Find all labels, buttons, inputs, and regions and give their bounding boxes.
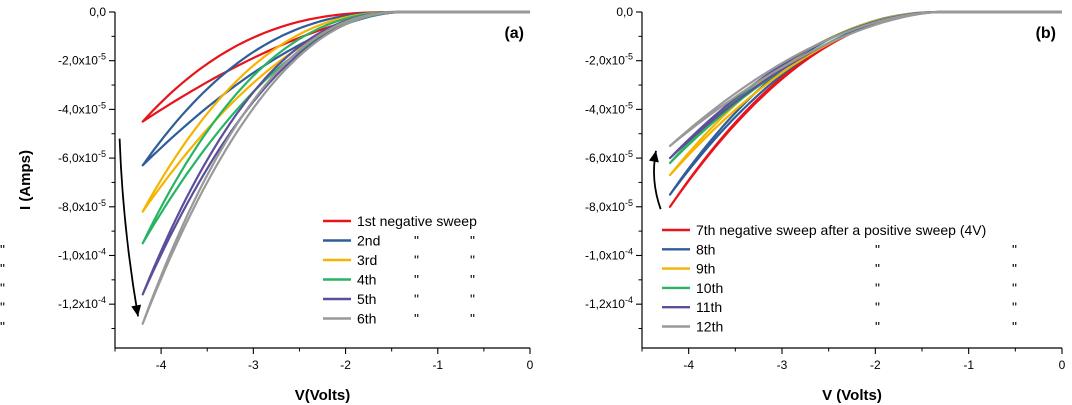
legend: 7th negative sweep after a positive swee… — [0, 222, 1017, 335]
y-axis-title: I (Amps) — [17, 150, 34, 210]
legend-entry-text: 11th — [696, 299, 722, 315]
legend-entry-text: 5th — [357, 291, 376, 307]
legend-entry-text: " — [414, 291, 419, 307]
x-tick-label: -2 — [870, 358, 881, 372]
y-tick-label: -1,2x10-4 — [58, 295, 106, 311]
y-tick-label: -8,0x10-5 — [585, 198, 633, 214]
legend-entry-text: 8th — [696, 241, 715, 257]
legend-entry-text: " — [1012, 280, 1017, 296]
legend-entry-text: " — [875, 261, 880, 277]
legend-entry-text: " — [0, 261, 5, 277]
legend-entry-text: " — [1012, 241, 1017, 257]
x-tick-label: -3 — [248, 358, 259, 372]
legend-entry-text: " — [414, 272, 419, 288]
panel-label: (a) — [504, 25, 524, 42]
y-tick-label: -1,0x10-4 — [585, 246, 633, 262]
y-tick-label: -1,2x10-4 — [585, 295, 633, 311]
x-tick-label: 0 — [1059, 358, 1066, 372]
x-tick-label: -1 — [432, 358, 443, 372]
legend-entry-text: " — [875, 280, 880, 296]
arrow-head-icon — [648, 150, 659, 163]
legend-entry-text: " — [470, 272, 475, 288]
legend-entry-text: " — [875, 299, 880, 315]
legend-entry-text: 1st negative sweep — [357, 213, 477, 229]
legend-entry-text: " — [0, 241, 5, 257]
legend-entry-text: " — [470, 233, 475, 249]
arrow-head-icon — [131, 304, 142, 317]
legend-entry-text: " — [875, 241, 880, 257]
legend-entry-text: " — [1012, 319, 1017, 335]
series-line-12th — [668, 10, 1062, 147]
legend-entry-text: " — [470, 291, 475, 307]
legend-entry-text: " — [414, 252, 419, 268]
legend-entry-text: 7th negative sweep after a positive swee… — [696, 222, 986, 238]
legend-entry-text: " — [0, 299, 5, 315]
legend-entry-text: 4th — [357, 272, 376, 288]
legend-entry-text: 9th — [696, 261, 715, 277]
legend-entry-text: " — [875, 319, 880, 335]
x-tick-label: -4 — [156, 358, 167, 372]
y-tick-label: -8,0x10-5 — [58, 198, 106, 214]
x-tick-label: -4 — [683, 358, 694, 372]
x-tick-label: -1 — [963, 358, 974, 372]
legend-entry-text: 3rd — [357, 252, 377, 268]
y-tick-label: 0,0 — [616, 5, 633, 19]
series-line-4th — [141, 10, 530, 245]
x-tick-label: -2 — [340, 358, 351, 372]
legend-entry-text: " — [414, 311, 419, 327]
series-line-6th — [141, 10, 530, 325]
legend-entry-text: 6th — [357, 311, 376, 327]
legend-entry-text: " — [414, 233, 419, 249]
y-tick-label: -6,0x10-5 — [585, 149, 633, 165]
x-tick-label: -3 — [777, 358, 788, 372]
sweep-direction-arrow — [118, 138, 139, 317]
y-tick-label: -2,0x10-5 — [585, 52, 633, 68]
legend-entry-text: 12th — [696, 319, 723, 335]
chart-panel-b: -4 -3 -2 -1 0 0,0 -2,0x10-5 -4,0x10-5 -6,0x10-5 -… — [0, 5, 1066, 404]
y-tick-label: -2,0x10-5 — [58, 52, 106, 68]
legend-entry-text: " — [1012, 261, 1017, 277]
y-tick-label: -1,0x10-4 — [58, 246, 106, 262]
series-line-10th — [668, 10, 1062, 165]
x-axis-title: V (Volts) — [822, 387, 882, 404]
x-tick-label: 0 — [527, 358, 534, 372]
legend-entry-text: " — [470, 311, 475, 327]
series-line-11th — [668, 10, 1062, 160]
y-tick-label: -4,0x10-5 — [585, 100, 633, 116]
legend-entry-text: 10th — [696, 280, 723, 296]
y-tick-label: 0,0 — [89, 5, 106, 19]
y-tick-label: -6,0x10-5 — [58, 149, 106, 165]
legend: 1st negative sweep 2nd " " 3rd " " 4th " " 5th " " 6t… — [323, 213, 477, 327]
legend-entry-text: " — [0, 280, 5, 296]
chart-panel-a: -4 -3 -2 -1 0 0,0 -2,0x10-5 -4,0x10-5 -6,0x10-5 -… — [17, 5, 534, 404]
legend-entry-text: " — [0, 319, 5, 335]
legend-entry-text: " — [1012, 299, 1017, 315]
x-axis-title: V(Volts) — [295, 387, 351, 404]
legend-entry-text: 2nd — [357, 233, 380, 249]
panel-label: (b) — [1036, 25, 1056, 42]
legend-entry-text: " — [470, 252, 475, 268]
series-line-9th — [668, 10, 1062, 177]
y-tick-label: -4,0x10-5 — [58, 100, 106, 116]
